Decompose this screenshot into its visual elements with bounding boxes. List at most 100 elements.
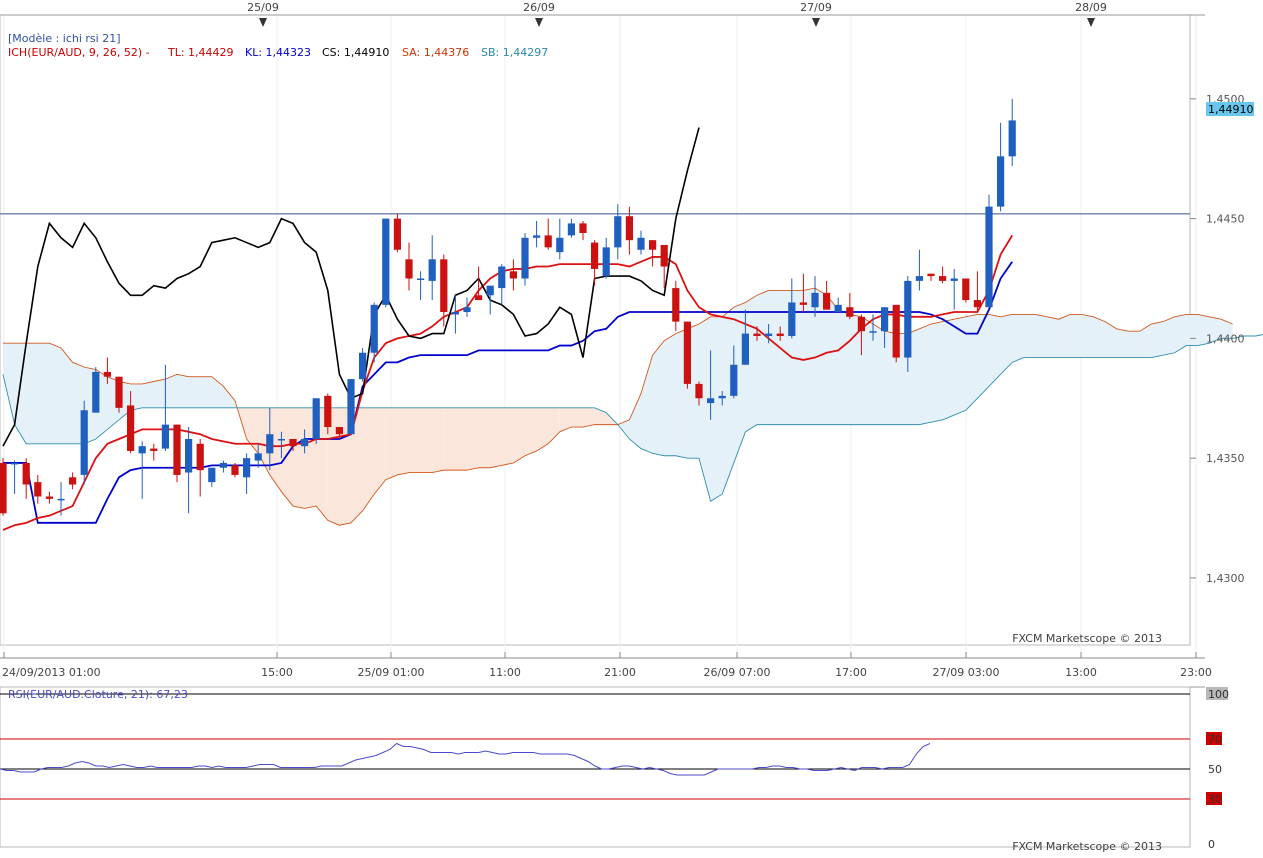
candle-body: [904, 280, 912, 358]
cloud-segment: [757, 290, 769, 425]
candle-body: [243, 458, 251, 478]
senkou-span-b-line: [2, 334, 1263, 502]
cloud-segment: [293, 407, 305, 509]
cloud-segment: [432, 407, 444, 473]
rsi-tick-label: 50: [1208, 763, 1222, 776]
candle-body: [335, 427, 343, 435]
cloud-segment: [1012, 314, 1024, 363]
cloud-segment: [3, 343, 15, 425]
cloud-segment: [420, 407, 433, 473]
candle-body: [289, 438, 297, 447]
cloud-segment: [1000, 314, 1013, 375]
cloud-segment: [1221, 319, 1233, 339]
cloud-segment: [374, 407, 386, 495]
candle-body: [115, 376, 123, 408]
time-tick-label: 15:00: [261, 666, 293, 679]
cloud-segment: [583, 407, 595, 428]
rsi-level-tag: [1206, 792, 1222, 805]
candle-body: [521, 237, 529, 279]
candle-body: [811, 292, 819, 308]
watermark-rsi: FXCM Marketscope © 2013: [1012, 840, 1162, 853]
rsi-line: [0, 742, 931, 776]
cloud-segment: [965, 314, 978, 411]
cloud-segment: [177, 374, 189, 408]
candle-body: [881, 307, 889, 332]
cloud-segment: [1186, 314, 1198, 346]
cloud-segment: [200, 376, 212, 408]
cloud-segment: [815, 288, 827, 425]
candle-body: [45, 496, 53, 499]
candle-body: [173, 424, 181, 475]
candle-body: [927, 273, 935, 277]
top-date-marker: [259, 18, 267, 27]
cloud-segment: [849, 314, 862, 425]
candle-body: [69, 477, 77, 485]
candle-body: [509, 271, 517, 279]
cloud-segment: [1058, 314, 1071, 358]
legend-tenkan: TL: 1,44429: [167, 46, 234, 59]
candle-body: [939, 276, 947, 281]
cloud-segment: [49, 343, 61, 444]
candle-body: [277, 438, 285, 441]
cloud-segment: [1151, 321, 1163, 358]
cloud-segment: [1081, 314, 1094, 358]
ichimoku-legend: ICH(EUR/AUD, 9, 26, 52) - TL: 1,44429 KL…: [8, 46, 548, 59]
last-price-tag: [1206, 102, 1254, 116]
candle-body: [857, 316, 865, 332]
cloud-segment: [641, 355, 653, 454]
rsi-tick-label: 70: [1208, 733, 1222, 746]
rsi-panel: 100 70 50 30 0: [0, 687, 1229, 851]
candle-body: [34, 482, 42, 497]
price-tick-label: 1,4350: [1206, 452, 1245, 465]
cloud-segment: [455, 407, 467, 471]
candle-body: [312, 398, 320, 439]
cloud-segment: [652, 340, 665, 456]
candle-body: [799, 302, 807, 305]
candle-body: [324, 395, 332, 428]
rsi-panel-frame: [0, 686, 1191, 848]
cloud-segment: [1139, 324, 1152, 358]
candle-body: [869, 331, 877, 333]
candle-body: [451, 312, 459, 315]
cloud-segment: [443, 407, 456, 471]
price-tick-label: 1,4400: [1206, 332, 1245, 345]
time-axis: 24/09/2013 01:00 15:00 25/09 01:00 11:00 21:…: [2, 652, 1212, 679]
cloud-segment: [1035, 314, 1047, 358]
candle-body: [498, 266, 506, 289]
candle-body: [11, 462, 19, 465]
candle-body: [637, 237, 645, 250]
candle-body: [846, 307, 854, 317]
candle-body: [765, 333, 773, 336]
candle-body: [707, 398, 715, 404]
price-tick-label: 1,4450: [1206, 213, 1245, 226]
cloud-segment: [861, 316, 873, 425]
rsi-tick-label: 30: [1208, 793, 1222, 806]
time-tick-label: 23:00: [1180, 666, 1212, 679]
time-tick-label: 17:00: [835, 666, 867, 679]
time-tick-label: 26/09 07:00: [704, 666, 771, 679]
top-date-marker: [812, 18, 820, 27]
candle-body: [556, 237, 564, 253]
cloud-segment: [490, 407, 502, 468]
top-date-label: 28/09: [1075, 1, 1107, 14]
candle-body: [1008, 120, 1016, 157]
top-date-label: 27/09: [800, 1, 832, 14]
cloud-segment: [1070, 314, 1082, 358]
candle-body: [695, 383, 703, 399]
candle-body: [92, 371, 100, 413]
candle-body: [80, 410, 88, 475]
last-price-value: 1,44910: [1208, 103, 1254, 116]
candle-body: [57, 498, 65, 501]
cloud-segment: [919, 324, 931, 425]
cloud-segment: [942, 319, 955, 420]
candle-body: [834, 304, 842, 313]
top-date-label: 25/09: [247, 1, 279, 14]
legend-kijun: KL: 1,44323: [245, 46, 311, 59]
candlestick-series: [0, 98, 1016, 516]
cloud-segment: [1105, 321, 1117, 358]
candle-body: [219, 462, 227, 468]
cloud-segment: [362, 407, 375, 511]
candle-body: [417, 278, 425, 280]
candle-body: [962, 278, 970, 301]
legend-span-b: SB: 1,44297: [481, 46, 548, 59]
